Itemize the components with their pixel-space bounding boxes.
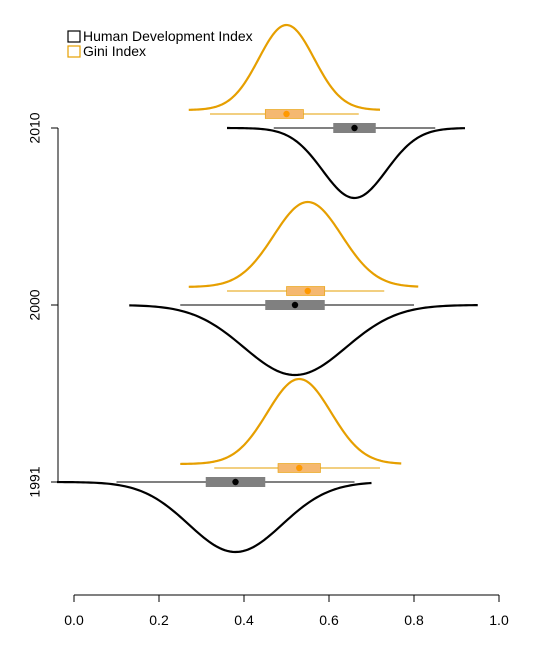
legend: Human Development Index Gini Index: [67, 28, 253, 59]
y-tick-label: 2010: [27, 112, 43, 143]
median-point-hdi-2000: [291, 301, 299, 309]
x-tick-label: 0.4: [234, 612, 254, 628]
legend-label-hdi: Human Development Index: [83, 28, 253, 44]
y-tick-label: 2000: [27, 289, 43, 320]
x-axis: 0.0 0.2 0.4 0.6 0.8 1.0: [64, 594, 509, 628]
x-tick-label: 0.2: [149, 612, 169, 628]
legend-swatch-hdi: [67, 30, 81, 43]
median-point-hdi-1991: [232, 478, 239, 486]
x-tick-label: 0.0: [64, 612, 84, 628]
legend-label-gini: Gini Index: [83, 43, 146, 59]
density-curve-hdi-2010: [226, 126, 466, 200]
median-point-gini-1991: [296, 464, 303, 472]
plot-area: [56, 23, 478, 554]
density-curve-gini-2000: [188, 200, 419, 288]
density-curve-gini-1991: [180, 377, 402, 466]
density-curve-hdi-2000: [129, 304, 478, 377]
density-curve-hdi-1991: [56, 480, 372, 554]
median-point-hdi-2010: [351, 124, 358, 132]
y-axis: 1991 2000 2010: [27, 112, 59, 498]
x-tick-label: 0.8: [404, 612, 424, 628]
density-curve-gini-2010: [188, 23, 381, 111]
x-tick-label: 1.0: [489, 612, 509, 628]
x-tick-label: 0.6: [319, 612, 339, 628]
median-point-gini-2010: [283, 110, 290, 118]
legend-swatch-gini: [67, 45, 81, 58]
median-point-gini-2000: [304, 287, 311, 295]
y-tick-label: 1991: [27, 466, 43, 497]
